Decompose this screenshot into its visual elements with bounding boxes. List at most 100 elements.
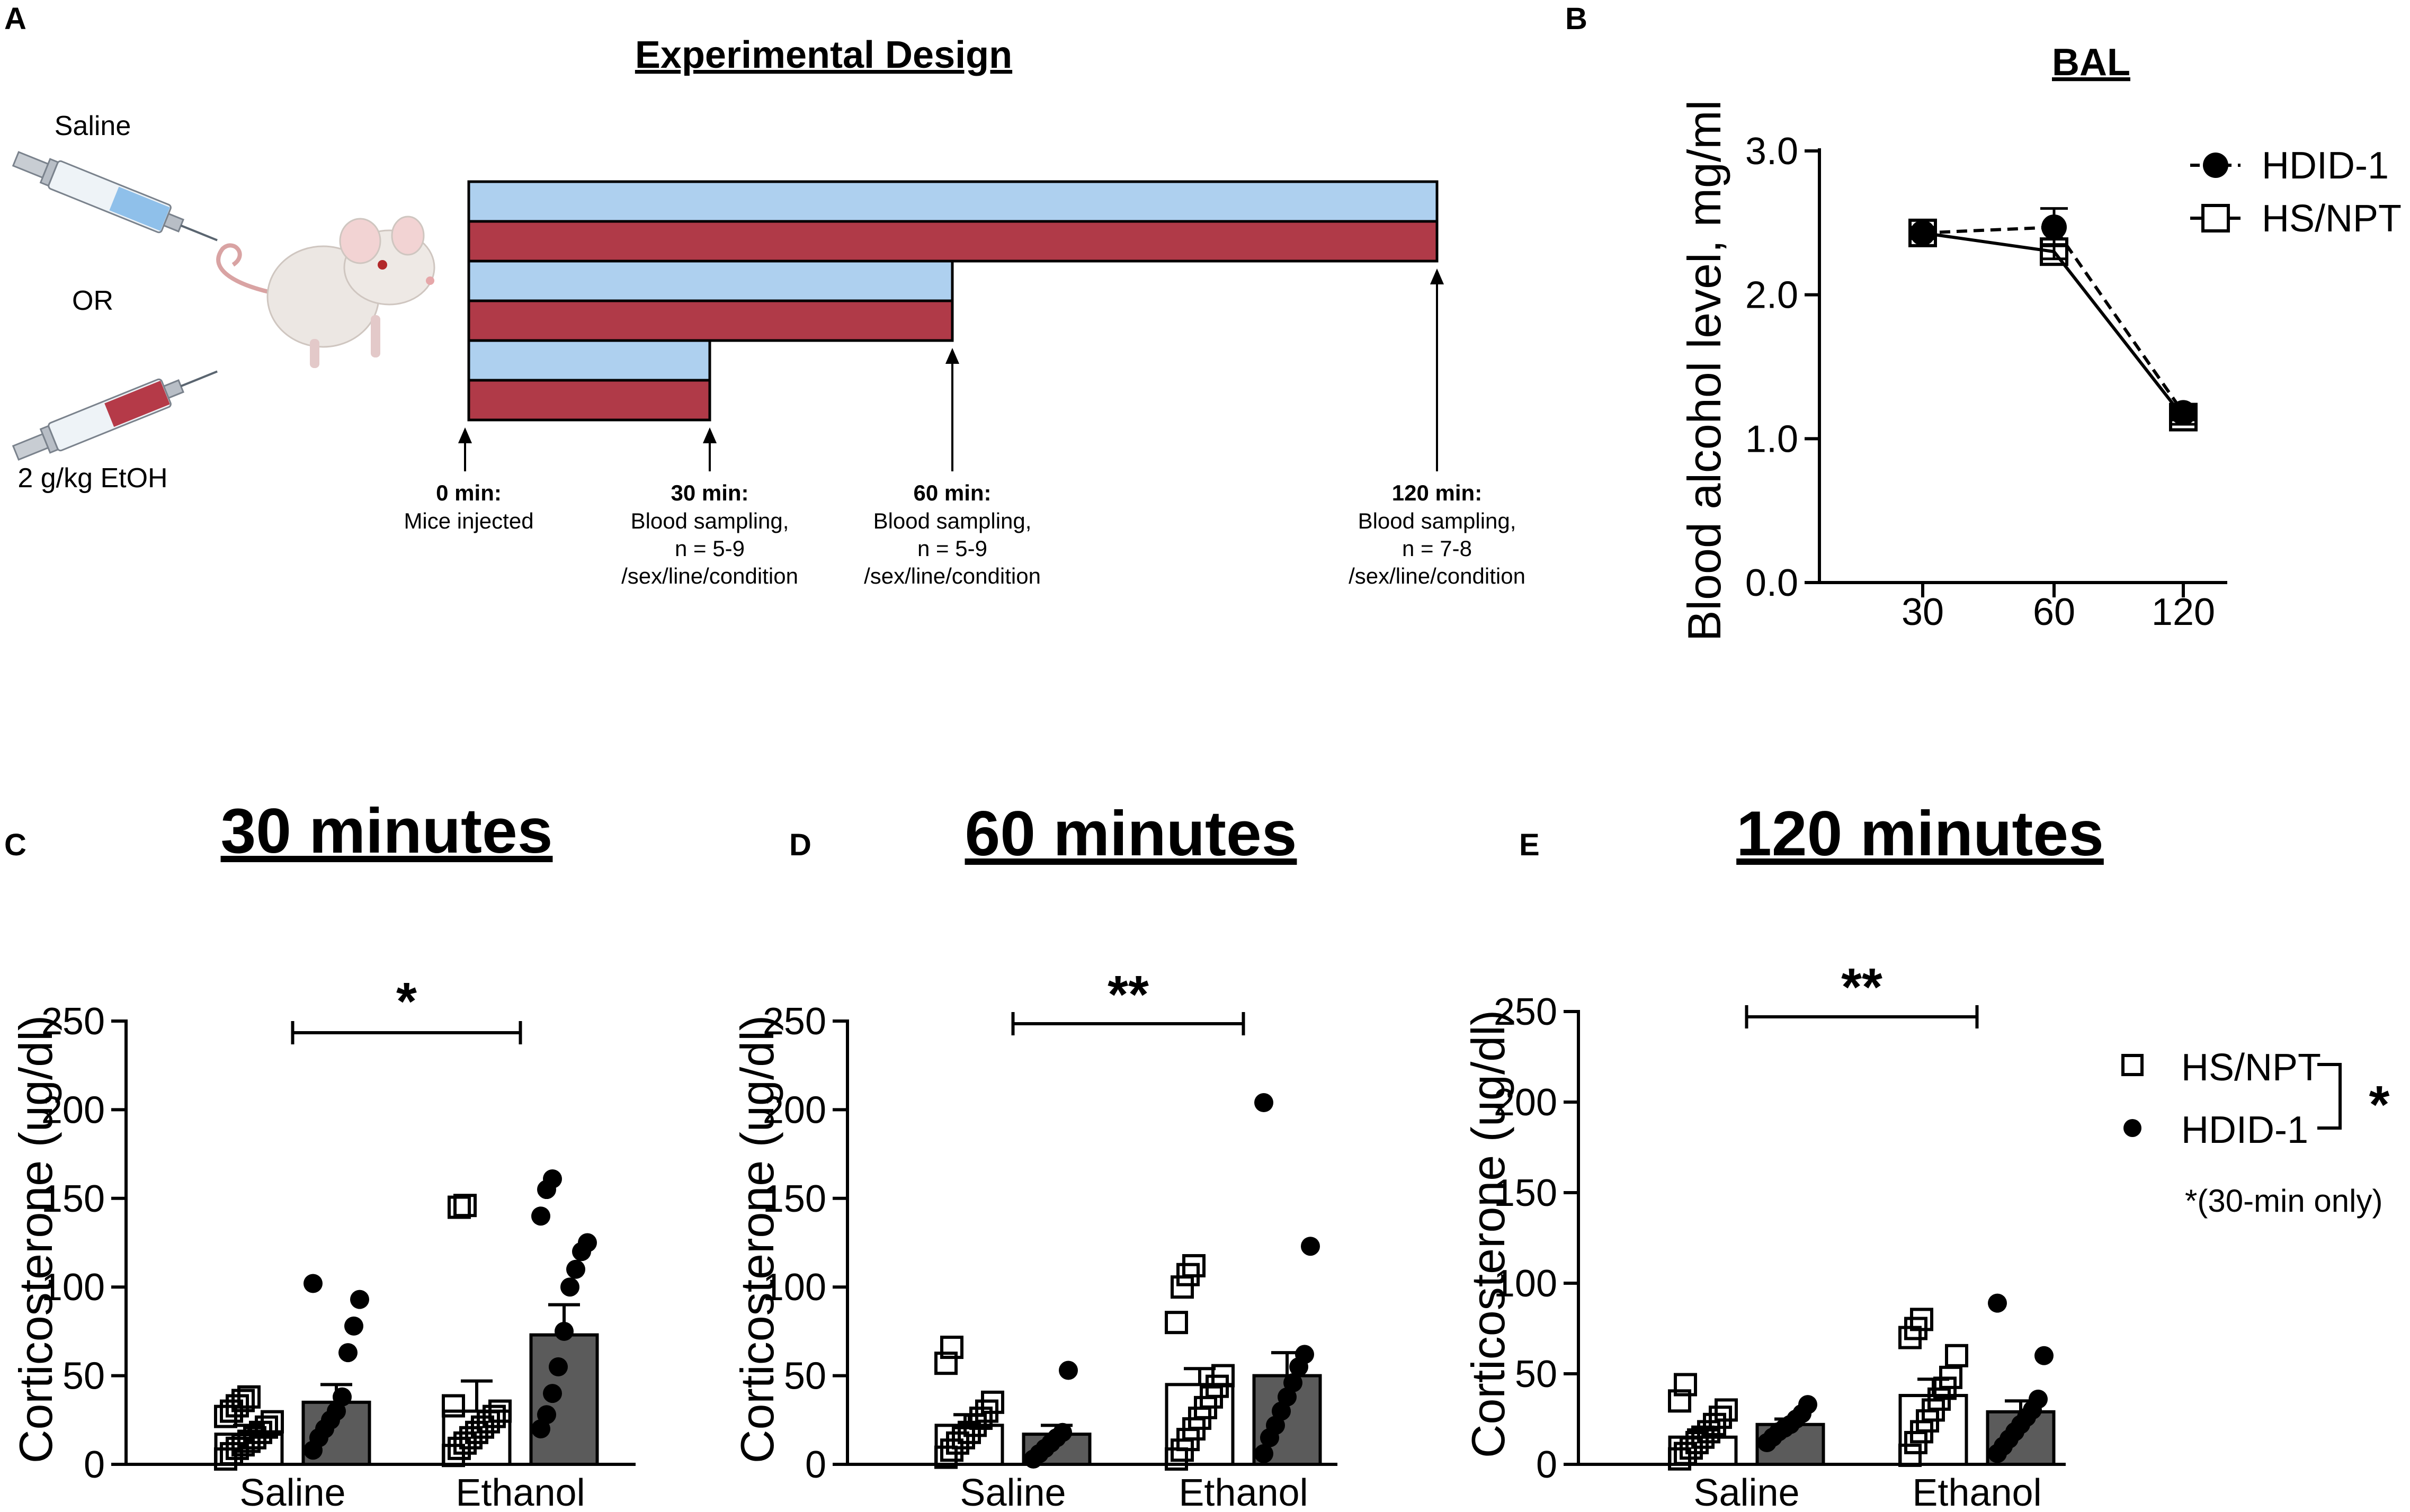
chart-e-point-hs-npt <box>1668 1389 1691 1413</box>
chart-c-y-tick-label: 250 <box>41 1000 105 1043</box>
ethanol-bar-60-min <box>467 299 954 342</box>
chart-c-point-hs-npt <box>488 1399 512 1423</box>
panel-c: C 30 minutes Corticosterone (ug/dl) Sali… <box>4 795 636 1512</box>
timepoint-30-title: 30 min: <box>671 480 748 505</box>
chart-c-point-hdid-1 <box>555 1321 574 1341</box>
panel-b: B BAL Blood alcohol level, mg/ml 0.0 1.0 2… <box>1565 2 2402 641</box>
bal-point-hs-npt <box>1908 218 1937 247</box>
legend-significance-star: * <box>2369 1075 2390 1134</box>
corticosterone-legend: HS/NPT HDID-1 * *(30-min only) <box>2121 1046 2390 1219</box>
chart-c-y-tick-label: 200 <box>41 1089 105 1131</box>
chart-d-title: 60 minutes <box>965 798 1297 869</box>
chart-c-point-hs-npt <box>255 1415 278 1439</box>
bal-point-hs-npt <box>2040 237 2068 266</box>
bal-point-hs-npt <box>2169 402 2198 432</box>
chart-d-y-tick-label: 100 <box>763 1266 826 1309</box>
chart-d-x-category-label: Saline <box>960 1472 1066 1512</box>
chart-c: Saline Ethanol 0 50 100 150 200 250 * <box>41 972 636 1512</box>
chart-c-point-hdid-1 <box>531 1206 550 1226</box>
chart-d-point-hdid-1 <box>1295 1345 1314 1364</box>
chart-c-point-hs-npt <box>453 1194 477 1218</box>
ethanol-label: 2 g/kg EtOH <box>17 463 167 494</box>
bal-title: BAL <box>2052 41 2130 84</box>
timepoint-30-line-3: /sex/line/condition <box>621 563 798 588</box>
chart-d-y-tick-label: 200 <box>763 1089 826 1131</box>
chart-c-point-hdid-1 <box>560 1277 579 1297</box>
panel-d-letter: D <box>789 828 811 862</box>
timepoint-30-line-2: n = 5-9 <box>675 536 745 561</box>
legend-hdid-label: HDID-1 <box>2181 1109 2308 1151</box>
panel-b-letter: B <box>1565 2 1587 36</box>
chart-c-point-hdid-1 <box>338 1343 358 1363</box>
chart-e-y-tick-label: 200 <box>1494 1081 1557 1124</box>
chart-e-y-tick-label: 100 <box>1494 1263 1557 1305</box>
chart-e-y-tick-label: 0 <box>1536 1444 1557 1486</box>
bal-point-hdid-1 <box>2041 214 2067 240</box>
bal-chart: 0.0 1.0 2.0 3.0 30 60 120 <box>1745 130 2227 633</box>
chart-e-significance-label: ** <box>1841 958 1882 1017</box>
chart-e-y-axis-label: Corticosterone (ug/dl) <box>1462 1010 1514 1458</box>
chart-d-significance-label: ** <box>1108 965 1149 1024</box>
chart-d-point-hdid-1 <box>1053 1422 1072 1442</box>
chart-d-point-hdid-1 <box>1059 1361 1078 1380</box>
chart-e-point-hdid-1 <box>2029 1389 2048 1409</box>
chart-c-x-category-label: Ethanol <box>456 1472 585 1512</box>
bal-x-tick-label: 120 <box>2152 591 2215 633</box>
chart-e-point-hs-npt <box>1674 1373 1697 1397</box>
bal-x-tick-label: 30 <box>1902 591 1944 633</box>
chart-c-point-hdid-1 <box>304 1274 323 1293</box>
chart-c-point-hdid-1 <box>578 1233 597 1252</box>
timeline-bars <box>467 180 1439 422</box>
chart-d-point-hdid-1 <box>1283 1373 1302 1392</box>
timepoint-60-line-3: /sex/line/condition <box>864 563 1041 588</box>
chart-e-x-category-label: Ethanol <box>1912 1472 2041 1512</box>
legend-bracket <box>2317 1063 2342 1130</box>
chart-c-point-hs-npt <box>231 1389 255 1412</box>
chart-d-point-hdid-1 <box>1254 1093 1273 1113</box>
chart-c-point-hs-npt <box>483 1404 506 1428</box>
timepoint-120: 120 min: Blood sampling, n = 7-8 /sex/li… <box>1349 480 1525 588</box>
chart-c-bar-hdid-1 <box>529 1333 599 1466</box>
chart-c-point-hs-npt <box>261 1410 284 1434</box>
saline-bar-30-min <box>467 339 711 382</box>
chart-c-y-tick-label: 0 <box>84 1444 105 1486</box>
bal-legend-hs-label: HS/NPT <box>2262 198 2402 240</box>
chart-d-point-hs-npt <box>981 1390 1004 1414</box>
bal-y-axis-label: Blood alcohol level, mg/ml <box>1678 100 1730 641</box>
chart-c-point-hdid-1 <box>333 1387 352 1407</box>
chart-c-y-axis-label: Corticosterone (ug/dl) <box>10 1015 62 1463</box>
chart-c-point-hdid-1 <box>566 1259 585 1279</box>
chart-e-y-tick-label: 250 <box>1494 991 1557 1033</box>
chart-e-point-hs-npt <box>1939 1365 1962 1389</box>
chart-e-point-hs-npt <box>1945 1344 1968 1367</box>
saline-bar-120-min <box>467 180 1439 223</box>
chart-d-point-hs-npt <box>1171 1275 1194 1299</box>
panel-e-letter: E <box>1519 828 1540 862</box>
chart-e-point-hs-npt <box>1709 1406 1732 1429</box>
legend-hdid-marker <box>2123 1119 2141 1137</box>
bal-y-tick-label: 3.0 <box>1745 130 1798 173</box>
mouse-icon <box>216 216 435 368</box>
chart-e-x-category-label: Saline <box>1693 1472 1799 1512</box>
chart-c-point-hs-npt <box>237 1385 261 1409</box>
chart-d-point-hs-npt <box>940 1336 963 1359</box>
chart-e-point-hdid-1 <box>2034 1346 2054 1365</box>
panel-e: E 120 minutes Corticosterone (ug/dl) Sal… <box>1462 798 2390 1512</box>
legend-note: *(30-min only) <box>2185 1183 2382 1219</box>
chart-c-title: 30 minutes <box>221 795 553 866</box>
chart-d-point-hs-npt <box>1182 1254 1206 1278</box>
bal-legend-hdid-label: HDID-1 <box>2262 145 2389 187</box>
timepoint-60: 60 min: Blood sampling, n = 5-9 /sex/lin… <box>864 480 1041 588</box>
chart-d-y-tick-label: 50 <box>784 1355 826 1398</box>
chart-c-point-hs-npt <box>442 1394 465 1418</box>
timepoint-120-line-2: n = 7-8 <box>1402 536 1472 561</box>
chart-c-point-hdid-1 <box>543 1384 562 1403</box>
legend-hs-label: HS/NPT <box>2181 1046 2321 1089</box>
bal-point-hdid-1 <box>2171 400 2196 426</box>
saline-bar-60-min <box>467 260 954 302</box>
bal-legend: HDID-1 HS/NPT <box>2190 145 2402 240</box>
design-title: Experimental Design <box>635 34 1012 76</box>
chart-d-y-axis-label: Corticosterone (ug/dl) <box>731 1015 783 1463</box>
chart-e-point-hdid-1 <box>1798 1395 1817 1415</box>
